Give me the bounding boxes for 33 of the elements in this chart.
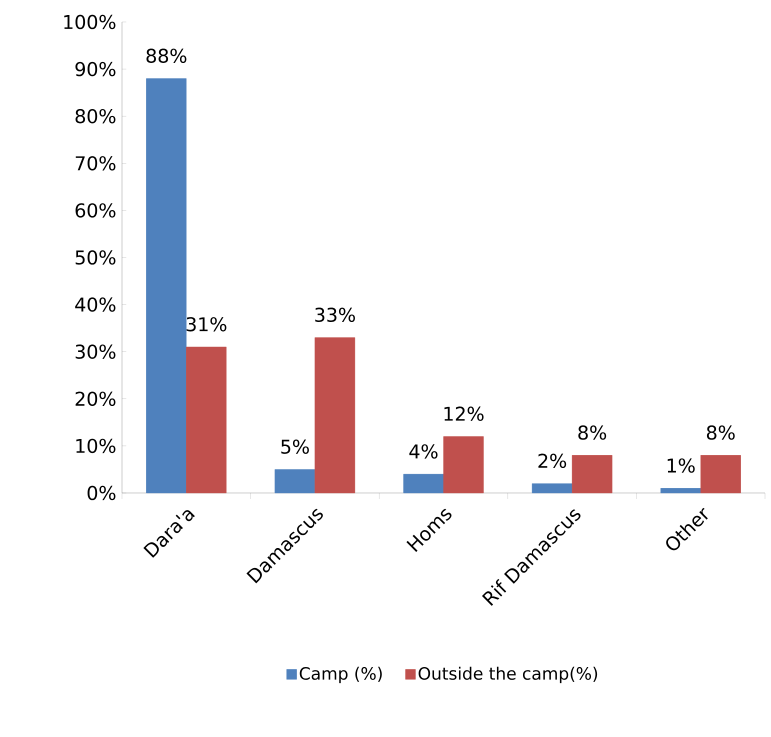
bar xyxy=(314,337,356,494)
data-label: 4% xyxy=(409,444,438,459)
y-tick-label: 30% xyxy=(76,344,116,359)
y-tick-label: 60% xyxy=(76,203,116,218)
data-label: 1% xyxy=(668,458,695,473)
data-label: 33% xyxy=(315,308,355,322)
legend-label: Camp (%) xyxy=(300,666,382,684)
bar xyxy=(274,469,316,494)
y-tick-label: 10% xyxy=(76,438,116,454)
bar xyxy=(532,483,572,494)
data-label: 8% xyxy=(706,425,735,440)
data-label: 12% xyxy=(444,406,484,421)
data-label: 88% xyxy=(146,48,186,63)
bar xyxy=(660,488,701,494)
data-label: 31% xyxy=(186,317,226,332)
y-tick-label: 0% xyxy=(88,486,116,500)
bar xyxy=(403,474,444,494)
y-tick-label: 100% xyxy=(64,14,116,30)
bar xyxy=(572,455,612,494)
y-tick-label: 40% xyxy=(75,297,116,312)
data-label: 5% xyxy=(281,440,309,454)
bar xyxy=(146,78,187,494)
y-tick-label: 70% xyxy=(76,156,116,170)
bar xyxy=(443,436,484,494)
bar xyxy=(700,455,741,494)
y-tick-label: 90% xyxy=(75,62,116,76)
legend-label: Outside the camp(%) xyxy=(418,666,598,684)
data-label: 2% xyxy=(538,454,566,468)
data-label: 8% xyxy=(578,425,606,440)
y-tick-label: 20% xyxy=(76,392,116,406)
bar xyxy=(186,346,227,494)
y-tick-label: 50% xyxy=(76,250,116,265)
y-tick-label: 80% xyxy=(76,108,116,124)
